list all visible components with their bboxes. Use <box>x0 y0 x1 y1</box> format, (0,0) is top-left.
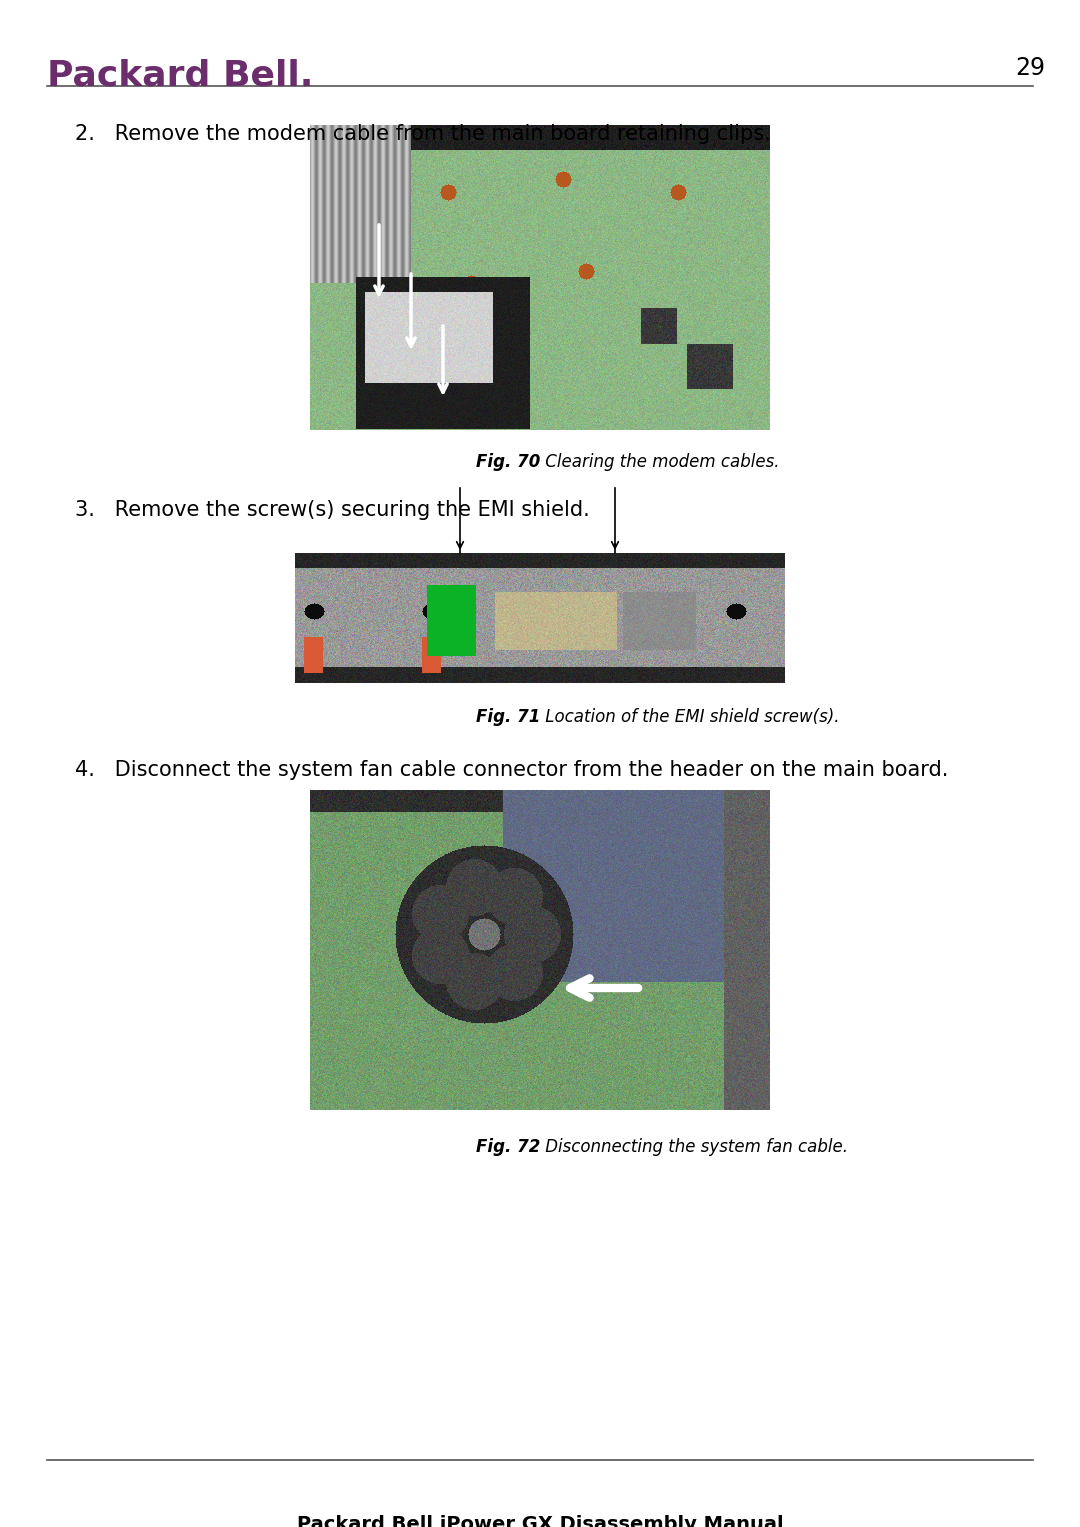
Text: 4.   Disconnect the system fan cable connector from the header on the main board: 4. Disconnect the system fan cable conne… <box>75 760 948 780</box>
Text: 2.   Remove the modem cable from the main board retaining clips.: 2. Remove the modem cable from the main … <box>75 124 771 144</box>
Text: Location of the EMI shield screw(s).: Location of the EMI shield screw(s). <box>540 709 839 725</box>
Text: Packard Bell iPower GX Disassembly Manual: Packard Bell iPower GX Disassembly Manua… <box>297 1515 783 1527</box>
Text: Clearing the modem cables.: Clearing the modem cables. <box>540 454 780 470</box>
Text: 3.   Remove the screw(s) securing the EMI shield.: 3. Remove the screw(s) securing the EMI … <box>75 499 590 521</box>
Text: Fig. 72: Fig. 72 <box>475 1138 540 1156</box>
Text: Disconnecting the system fan cable.: Disconnecting the system fan cable. <box>540 1138 848 1156</box>
Text: Packard Bell.: Packard Bell. <box>48 58 313 92</box>
Text: 29: 29 <box>1015 56 1045 79</box>
Text: Fig. 70: Fig. 70 <box>475 454 540 470</box>
Text: Fig. 71: Fig. 71 <box>475 709 540 725</box>
